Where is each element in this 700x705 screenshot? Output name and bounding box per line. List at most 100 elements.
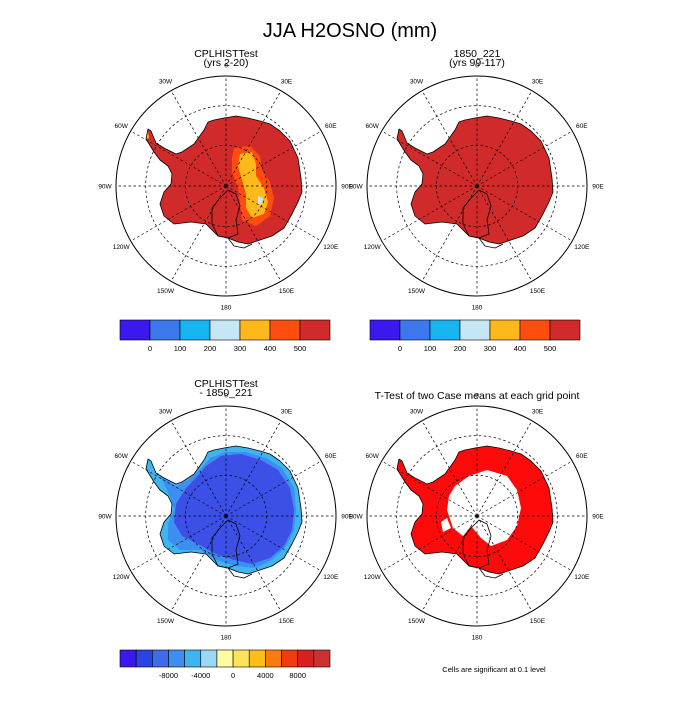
meridian — [170, 90, 227, 187]
colorbar-tick-label: 200 — [204, 344, 217, 353]
difference-field-core — [174, 454, 294, 564]
longitude-label: 150W — [157, 618, 175, 625]
insignificant-patch — [441, 518, 451, 532]
figure-title: JJA H2OSNO (mm) — [263, 20, 437, 42]
longitude-label: 120E — [574, 574, 590, 581]
longitude-label: 150E — [279, 618, 295, 625]
longitude-label: 90E — [592, 513, 604, 520]
ice-shelf-outline — [211, 189, 241, 239]
meridian — [130, 130, 227, 187]
meridian — [421, 515, 478, 612]
snow-depth-200-300-region — [258, 196, 263, 204]
longitude-label: 60E — [576, 453, 588, 460]
meridian — [130, 185, 227, 242]
meridian — [421, 420, 478, 517]
ross-ice-shelf-edge — [478, 237, 504, 249]
significance-note: Cells are significant at 0.1 level — [442, 665, 546, 674]
longitude-label: 30W — [159, 79, 173, 86]
meridian — [225, 185, 282, 282]
longitude-label: 150W — [157, 288, 175, 295]
meridian — [476, 420, 533, 517]
longitude-label: 90E — [592, 183, 604, 190]
meridian — [130, 460, 227, 517]
colorbar-tick-label: 200 — [454, 344, 467, 353]
meridian — [476, 515, 533, 612]
longitude-label: 0 — [475, 62, 479, 69]
panel-4-title: T-Test of two Case means at each grid po… — [375, 390, 580, 402]
panel-2-title-line2: (yrs 99-117) — [449, 57, 505, 69]
panel-1-title-line2: (yrs 2-20) — [204, 57, 249, 69]
colorbar-bin — [119, 319, 151, 341]
longitude-label: 60W — [366, 453, 380, 460]
panel-2-map: 0 30E 60E 90E 120E 150E 180 150W 120W 90W 60W 30W — [349, 62, 604, 311]
longitude-label: 90W — [98, 183, 112, 190]
meridian — [476, 185, 573, 242]
colorbar-bin — [297, 649, 315, 668]
colorbar-bin — [519, 319, 551, 341]
longitude-label: 120E — [323, 574, 339, 581]
panel-2-title-line1: 1850_221 — [454, 48, 501, 60]
longitude-label: 120W — [364, 574, 382, 581]
colorbar-bin — [313, 649, 331, 668]
colorbar-bin — [232, 649, 250, 668]
colorbar-tick-label: 8000 — [289, 671, 306, 680]
meridian — [421, 185, 478, 282]
colorbar-tick-label: -4000 — [191, 671, 210, 680]
colorbar-bin — [149, 319, 181, 341]
colorbar-bin — [489, 319, 521, 341]
colorbar-bin — [299, 319, 331, 341]
meridian — [225, 515, 282, 612]
ice-shelf-outline — [462, 519, 492, 569]
colorbar-bin — [135, 649, 153, 668]
colorbar-mean-left: 0 100 200 300 400 500 — [119, 319, 331, 353]
longitude-label: 30E — [532, 409, 544, 416]
longitude-label: 60E — [576, 123, 588, 130]
colorbar-bin — [209, 319, 241, 341]
colorbar-mean-right: 0 100 200 300 400 500 — [369, 319, 581, 353]
map-border — [366, 405, 588, 627]
colorbar-bin — [179, 319, 211, 341]
colorbar-bin — [281, 649, 298, 668]
colorbar-bin — [399, 319, 431, 341]
coastline — [145, 115, 303, 245]
meridian — [225, 420, 282, 517]
coastline — [396, 445, 554, 575]
longitude-label: 60E — [325, 123, 337, 130]
colorbar-bin — [239, 319, 271, 341]
colorbar-bin — [269, 319, 301, 341]
longitude-label: 150E — [530, 618, 546, 625]
panel-4-map: 0 30E 60E 90E 120E 150E 180 150W 120W 90W 60W 30W — [349, 392, 604, 641]
meridian — [170, 420, 227, 517]
colorbar-bin — [152, 649, 169, 668]
colorbar-bin — [369, 319, 401, 341]
colorbar-tick-label: 500 — [544, 344, 557, 353]
meridian — [225, 185, 322, 242]
ross-ice-shelf-edge — [227, 237, 253, 249]
coastline — [396, 115, 554, 245]
longitude-label: 180 — [221, 304, 232, 311]
colorbar-tick-label: 0 — [398, 344, 402, 353]
meridian — [476, 460, 573, 517]
longitude-label: 120E — [323, 244, 339, 251]
map-border — [115, 405, 337, 627]
snow-depth-field — [397, 116, 553, 244]
meridian — [225, 130, 322, 187]
longitude-label: 180 — [221, 634, 232, 641]
longitude-label: 60W — [366, 123, 380, 130]
longitude-label: 180 — [472, 304, 483, 311]
colorbar-tick-label: 0 — [231, 671, 235, 680]
longitude-label: 30E — [532, 79, 544, 86]
meridian — [381, 460, 478, 517]
colorbar-bin — [429, 319, 461, 341]
colorbar-tick-label: 300 — [484, 344, 497, 353]
colorbar-tick-label: 4000 — [257, 671, 274, 680]
longitude-label: 60W — [115, 453, 129, 460]
longitude-label: 120E — [574, 244, 590, 251]
meridian — [130, 515, 227, 572]
colorbar-tick-label: 400 — [264, 344, 277, 353]
meridian — [381, 515, 478, 572]
ross-ice-shelf-edge — [227, 567, 253, 579]
meridian — [421, 90, 478, 187]
meridian — [170, 515, 227, 612]
